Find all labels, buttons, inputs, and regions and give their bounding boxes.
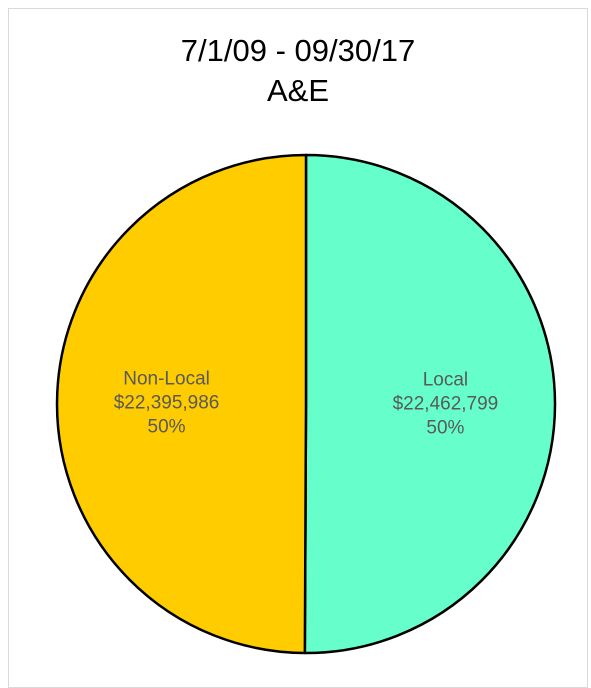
slice-percent-label-local: 50% xyxy=(426,417,464,438)
slice-value-label-local: $22,462,799 xyxy=(393,393,499,414)
pie-slice-local xyxy=(303,153,557,655)
pie-chart: Local $22,462,799 50% Non-Local $22,395,986 5… xyxy=(55,153,557,655)
chart-subtitle: A&E xyxy=(266,73,330,108)
chart-title: 7/1/09 - 09/30/17 xyxy=(180,33,416,68)
slice-name-label-local: Local xyxy=(423,369,468,390)
chart-title-block: 7/1/09 - 09/30/17 A&E xyxy=(9,31,587,111)
slice-name-label-non-local: Non-Local xyxy=(123,369,210,390)
slice-percent-label-non-local: 50% xyxy=(148,417,186,438)
slice-value-label-non-local: $22,395,986 xyxy=(114,393,220,414)
pie-slice-non-local xyxy=(55,153,308,655)
